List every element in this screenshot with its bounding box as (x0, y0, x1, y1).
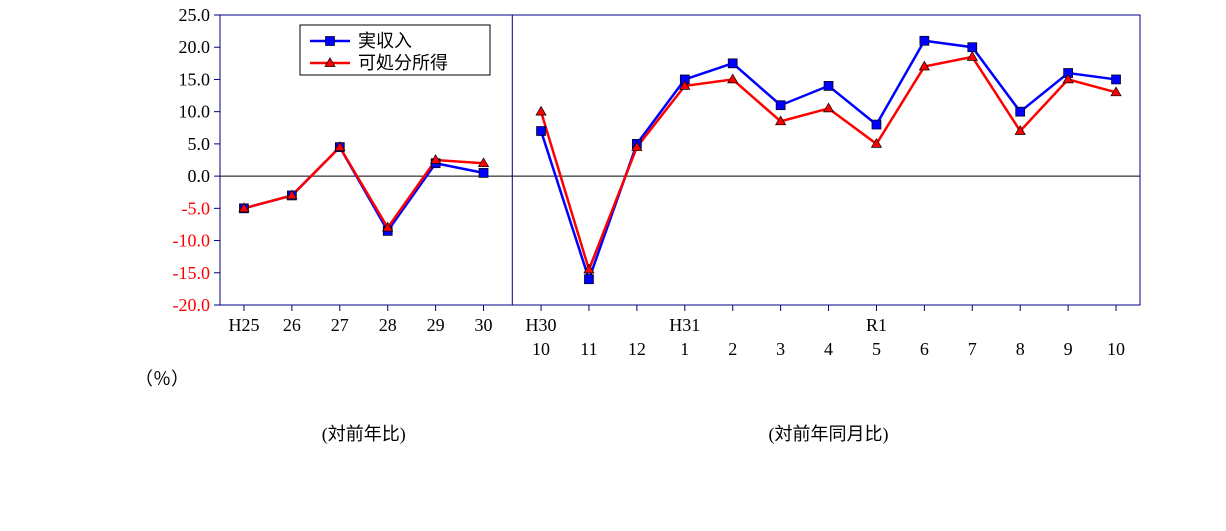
y-tick-label: 20.0 (179, 37, 211, 57)
y-tick-label: -15.0 (173, 263, 211, 283)
series-line-left (244, 147, 484, 228)
x-tick-label-bottom: 9 (1064, 339, 1073, 359)
data-marker-square (728, 59, 737, 68)
data-marker-square (968, 43, 977, 52)
x-tick-label-bottom: 5 (872, 339, 881, 359)
data-marker-square (584, 275, 593, 284)
data-marker-square (776, 101, 785, 110)
x-tick-label-top: R1 (866, 315, 887, 335)
y-tick-label: 25.0 (179, 5, 211, 25)
x-tick-label: 26 (283, 315, 301, 335)
x-tick-label-bottom: 7 (968, 339, 977, 359)
x-tick-label-bottom: 2 (728, 339, 737, 359)
y-tick-label: -20.0 (173, 295, 211, 315)
legend-label: 実収入 (358, 31, 412, 51)
x-tick-label-bottom: 3 (776, 339, 785, 359)
x-tick-label: 30 (475, 315, 493, 335)
x-tick-label: H25 (228, 315, 259, 335)
x-tick-label-top: H31 (669, 315, 700, 335)
y-axis-unit: （％） (135, 369, 189, 389)
x-tick-label-bottom: 6 (920, 339, 929, 359)
data-marker-square (479, 168, 488, 177)
series-line-right (541, 41, 1116, 279)
x-tick-label-bottom: 10 (532, 339, 550, 359)
data-marker-square (872, 120, 881, 129)
y-tick-label: -5.0 (182, 198, 211, 218)
x-tick-label-bottom: 8 (1016, 339, 1025, 359)
x-tick-label: 29 (427, 315, 445, 335)
data-marker-square (920, 36, 929, 45)
y-tick-label: 5.0 (188, 134, 211, 154)
chart-container: -20.0 -15.0 -10.0 -5.0 0.0 5.0 10.0 15.0 20.0 25.… (0, 0, 1226, 531)
left-subtitle: (対前年比) (322, 424, 406, 445)
data-marker-triangle (824, 103, 834, 112)
right-subtitle: (対前年同月比) (769, 424, 889, 445)
data-marker-square (1112, 75, 1121, 84)
x-tick-label-top: H30 (526, 315, 557, 335)
y-tick-label: 15.0 (179, 69, 211, 89)
y-tick-label: 10.0 (179, 102, 211, 122)
data-marker-square (537, 127, 546, 136)
x-tick-label: 28 (379, 315, 397, 335)
x-tick-label-bottom: 10 (1107, 339, 1125, 359)
data-marker-square (824, 81, 833, 90)
data-marker-square (326, 37, 335, 46)
y-tick-label: -10.0 (173, 231, 211, 251)
x-tick-label: 27 (331, 315, 349, 335)
y-tick-label: 0.0 (188, 166, 211, 186)
x-tick-label-bottom: 11 (580, 339, 597, 359)
line-chart: -20.0 -15.0 -10.0 -5.0 0.0 5.0 10.0 15.0 20.0 25.… (0, 0, 1226, 531)
x-tick-label-bottom: 12 (628, 339, 646, 359)
data-marker-triangle (728, 74, 738, 83)
x-tick-label-bottom: 1 (680, 339, 689, 359)
data-marker-square (1016, 107, 1025, 116)
x-tick-label-bottom: 4 (824, 339, 833, 359)
legend-label: 可処分所得 (358, 53, 448, 73)
data-marker-triangle (536, 106, 546, 115)
